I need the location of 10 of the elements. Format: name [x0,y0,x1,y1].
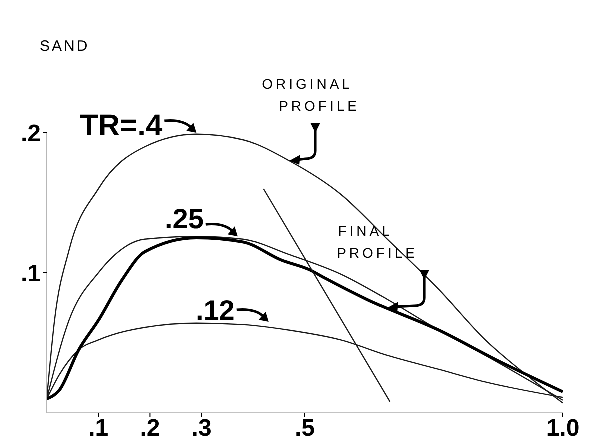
x-tick-label: 1.0 [546,415,580,442]
x-tick-label: .3 [192,415,212,442]
annotation: TR=.4 [80,110,163,142]
x-tick-label: .1 [88,415,109,442]
x-tick-label: .5 [294,415,316,442]
chart-title: SAND [40,38,90,55]
annotation: .12 [196,294,235,326]
annotation: ORIGINAL PROFILE [262,76,360,114]
x-tick-label: .2 [140,415,160,442]
annotation: .25 [164,203,204,234]
